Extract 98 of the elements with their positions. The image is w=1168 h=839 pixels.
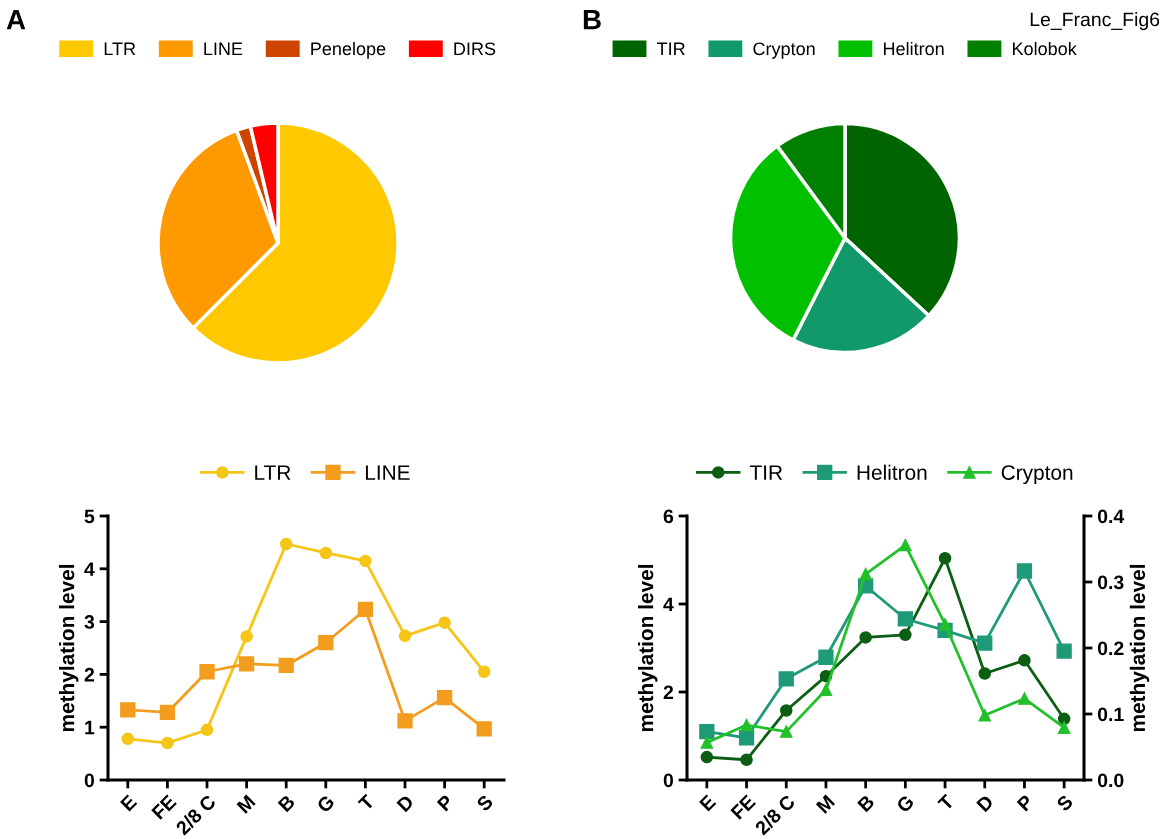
y2-tick-label: 0.1 <box>1097 707 1124 722</box>
point <box>738 730 755 746</box>
point <box>161 736 174 750</box>
point <box>477 665 491 679</box>
point <box>159 704 176 721</box>
y2-tick-label: 0.3 <box>1097 575 1124 590</box>
x-tick-label: B <box>277 794 296 813</box>
y2-axis-title: methylation level <box>1129 564 1150 732</box>
x-tick-label: E <box>120 794 138 812</box>
y-tick-label: 4 <box>84 562 95 576</box>
point <box>1018 692 1031 705</box>
point <box>978 709 992 722</box>
x-tick-label: P <box>1016 794 1034 812</box>
legend-label: Crypton <box>753 42 815 59</box>
point <box>700 750 714 764</box>
point <box>200 723 214 737</box>
point <box>1018 654 1031 667</box>
legend-label: TIR <box>749 465 783 480</box>
point <box>240 630 253 643</box>
point <box>978 667 992 680</box>
y-tick-label: 3 <box>84 615 95 629</box>
x-tick-label: D <box>396 794 415 813</box>
x-tick-label: M <box>236 794 256 814</box>
y-tick-label: 0 <box>84 773 95 788</box>
point <box>397 713 413 729</box>
y-axis-title: methylation level <box>638 564 658 732</box>
legend-label: Kolobok <box>1012 41 1077 56</box>
text: Le_Franc_Fig6 <box>1030 12 1160 31</box>
x-tick-label: S <box>475 794 494 813</box>
point <box>819 683 833 697</box>
x-tick-label: G <box>316 794 336 814</box>
point <box>859 567 872 581</box>
point <box>278 657 294 674</box>
point <box>899 628 912 642</box>
legend-label: Helitron <box>883 41 944 56</box>
legend-label: LTR <box>255 465 291 480</box>
y2-tick-label: 0.0 <box>1097 773 1124 788</box>
legend-label: LINE <box>204 42 243 55</box>
x-tick-label: D <box>976 794 995 813</box>
legend-label: LINE <box>365 465 410 480</box>
point <box>740 753 753 767</box>
point <box>121 732 135 746</box>
y-tick-label: 2 <box>84 667 95 682</box>
point <box>938 617 952 631</box>
point <box>359 554 372 568</box>
point <box>779 725 793 738</box>
x-tick-label: T <box>357 793 376 812</box>
chart-title: B <box>583 10 601 30</box>
point <box>1016 563 1033 579</box>
chart-title: A <box>6 10 26 30</box>
y-tick-label: 1 <box>85 720 95 735</box>
y-tick-label: 0 <box>663 773 674 788</box>
point <box>818 649 834 665</box>
y-axis-title: methylation level <box>59 564 79 732</box>
point <box>977 635 993 651</box>
x-tick-label: M <box>815 794 835 814</box>
point <box>1057 721 1071 734</box>
point <box>778 671 794 687</box>
y-tick-label: 4 <box>663 597 674 612</box>
y-tick-label: 6 <box>663 509 674 524</box>
point <box>120 702 136 718</box>
point <box>319 546 333 560</box>
point <box>436 689 453 706</box>
legend-label: LTR <box>104 42 136 55</box>
point <box>199 664 215 680</box>
y-tick-label: 2 <box>663 685 674 700</box>
x-tick-label: E <box>699 794 717 812</box>
point <box>700 736 714 749</box>
point <box>938 551 952 565</box>
point <box>859 631 872 644</box>
point <box>318 635 334 651</box>
y2-tick-label: 0.4 <box>1097 509 1125 524</box>
x-tick-label: B <box>857 794 875 813</box>
x-tick-label: S <box>1055 794 1074 813</box>
point <box>1056 643 1072 659</box>
point <box>398 629 412 643</box>
point <box>357 601 374 618</box>
y2-tick-label: 0.2 <box>1097 641 1124 656</box>
point <box>899 538 912 552</box>
x-tick-label: P <box>436 794 455 812</box>
x-tick-label: FE <box>151 794 177 820</box>
legend-label: Helitron <box>857 464 927 480</box>
point <box>897 611 913 627</box>
legend-label: TIR <box>656 42 685 55</box>
point <box>438 616 451 629</box>
point <box>740 718 753 732</box>
point <box>279 537 293 551</box>
point <box>699 723 715 740</box>
x-tick-label: G <box>895 794 915 814</box>
point <box>779 704 793 717</box>
legend-label: Penelope <box>311 41 386 59</box>
legend-label: Crypton <box>1001 465 1073 485</box>
x-tick-label: FE <box>730 794 756 820</box>
point <box>238 656 255 672</box>
point <box>476 721 492 737</box>
legend-label: DIRS <box>454 42 496 56</box>
x-tick-label: T <box>937 793 955 812</box>
y-tick-label: 5 <box>84 509 95 524</box>
